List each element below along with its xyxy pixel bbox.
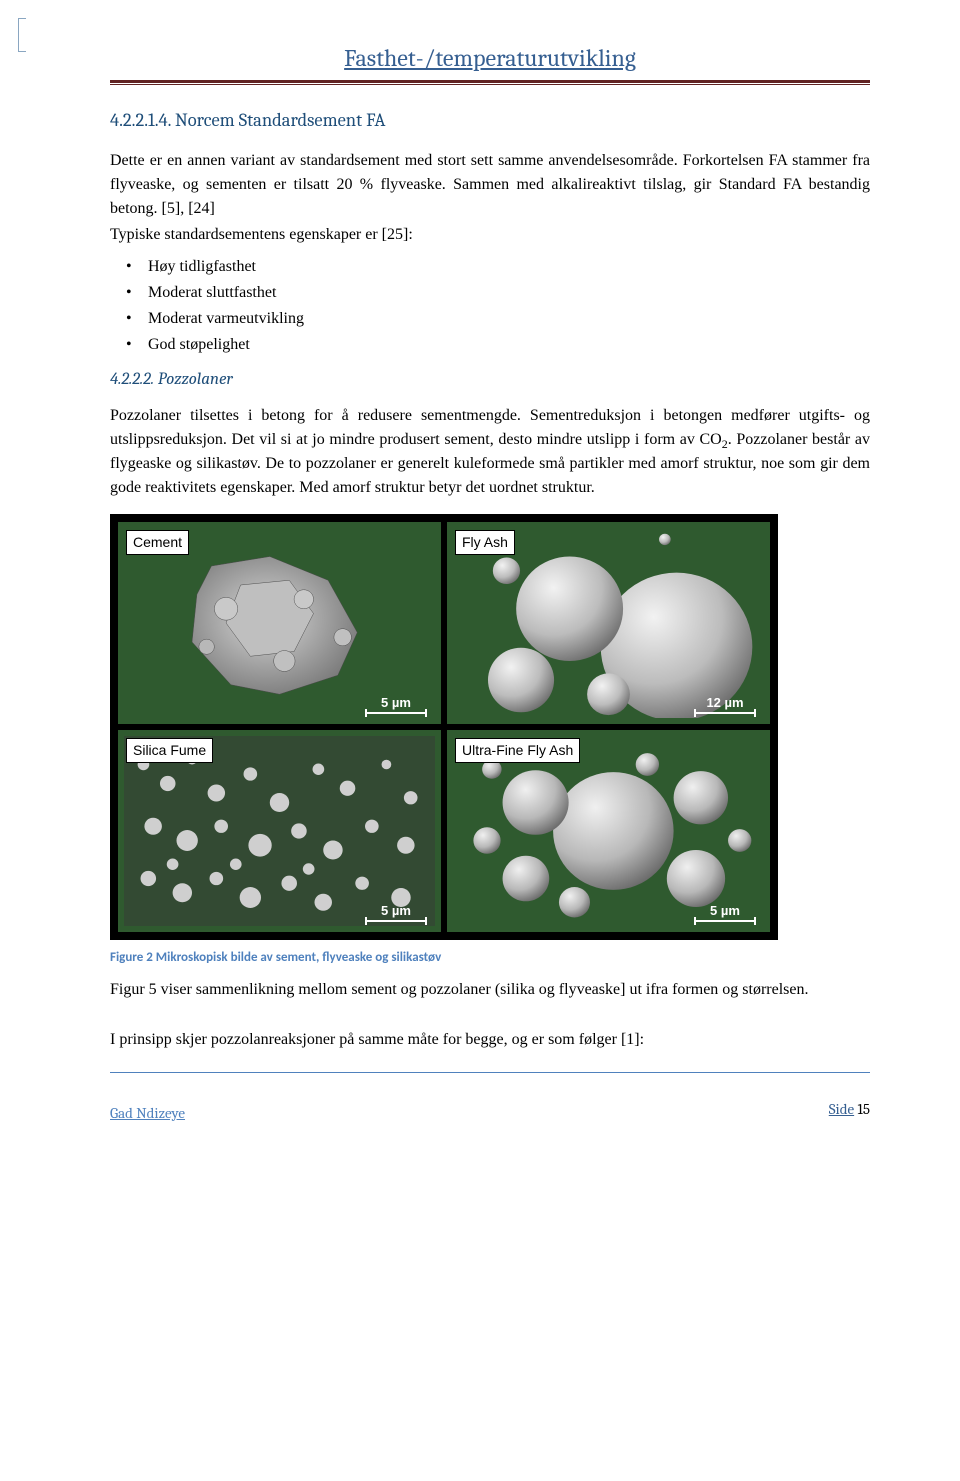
body-paragraph: I prinsipp skjer pozzolanreaksjoner på s… xyxy=(110,1028,870,1052)
scale-text: 12 µm xyxy=(706,693,743,713)
scale-text: 5 µm xyxy=(710,901,740,921)
heading-4-2-2-1-4: 4.2.2.1.4. Norcem Standardsement FA xyxy=(110,107,870,135)
cement-sem-image xyxy=(124,528,435,718)
scale-text: 5 µm xyxy=(381,901,411,921)
list-item: Høy tidligfasthet xyxy=(148,255,870,279)
heading-title: Pozzolaner xyxy=(158,370,233,389)
body-paragraph: Typiske standardsementens egenskaper er … xyxy=(110,223,870,247)
scale-bar: 5 µm xyxy=(365,693,427,715)
figure-panel-silica: Silica Fume xyxy=(118,730,441,932)
page-number: Side 15 xyxy=(829,1098,870,1121)
footer-rule: Gad Ndizeye Side 15 xyxy=(110,1072,870,1117)
list-item: Moderat varmeutvikling xyxy=(148,307,870,331)
bullet-list: Høy tidligfasthet Moderat sluttfasthet M… xyxy=(148,255,870,357)
corner-rule xyxy=(18,18,26,52)
list-item: Moderat sluttfasthet xyxy=(148,281,870,305)
figure-frame: Cement xyxy=(110,514,778,940)
panel-label: Ultra-Fine Fly Ash xyxy=(455,738,580,763)
heading-number: 4.2.2.1.4. xyxy=(110,109,171,131)
uffa-sem-image xyxy=(453,736,764,926)
figure-panel-uffa: Ultra-Fine Fly Ash xyxy=(447,730,770,932)
figure-panel-cement: Cement xyxy=(118,522,441,724)
body-paragraph: Dette er en annen variant av standardsem… xyxy=(110,149,870,221)
figure-panel-flyash: Fly Ash xyxy=(447,522,770,724)
footer-author: Gad Ndizeye xyxy=(110,1101,185,1125)
heading-title: Norcem Standardsement FA xyxy=(175,109,385,131)
figure-2: Cement xyxy=(110,514,778,968)
page-num-value: 15 xyxy=(857,1100,870,1118)
panel-label: Cement xyxy=(126,530,189,555)
header-double-rule xyxy=(110,80,870,85)
heading-4-2-2-2: 4.2.2.2. Pozzolaner xyxy=(110,367,870,393)
body-paragraph: Figur 5 viser sammenlikning mellom semen… xyxy=(110,978,870,1002)
flyash-sem-image xyxy=(453,528,764,718)
silica-sem-image xyxy=(124,736,435,926)
heading-number: 4.2.2.2. xyxy=(110,370,154,389)
scale-bar: 12 µm xyxy=(694,693,756,715)
scale-bar: 5 µm xyxy=(694,901,756,923)
panel-label: Fly Ash xyxy=(455,530,515,555)
page-label: Side xyxy=(829,1100,854,1118)
body-paragraph: Pozzolaner tilsettes i betong for å redu… xyxy=(110,404,870,500)
scale-text: 5 µm xyxy=(381,693,411,713)
list-item: God støpelighet xyxy=(148,333,870,357)
scale-bar: 5 µm xyxy=(365,901,427,923)
running-head: Fasthet-/temperaturutvikling xyxy=(110,40,870,76)
panel-label: Silica Fume xyxy=(126,738,213,763)
figure-caption: Figure 2 Mikroskopisk bilde av sement, f… xyxy=(110,948,778,968)
